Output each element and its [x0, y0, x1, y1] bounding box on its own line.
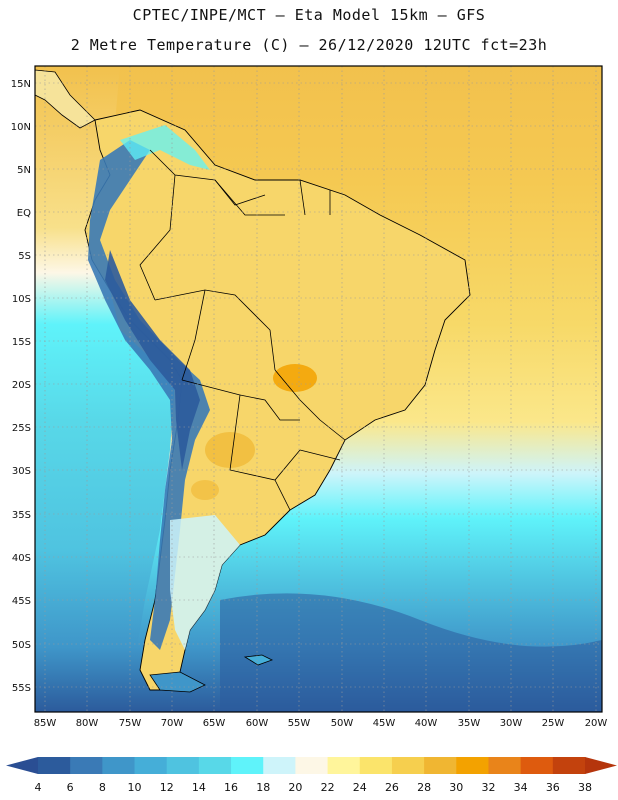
colorbar-swatch: [327, 757, 361, 774]
longitude-axis: 85W 80W 75W 70W 65W 60W 55W 50W 45W 40W …: [34, 718, 608, 729]
colorbar-tick-label: 32: [481, 781, 495, 794]
colorbar-swatch: [231, 757, 264, 774]
lon-label: 50W: [331, 718, 354, 729]
colorbar-swatch: [134, 757, 168, 774]
colorbar-tick-label: 6: [67, 781, 74, 794]
lat-label: 15S: [12, 337, 31, 348]
lon-label: 30W: [500, 718, 523, 729]
colorbar-swatch: [70, 757, 103, 774]
map-title-line1: CPTEC/INPE/MCT – Eta Model 15km – GFS: [132, 6, 486, 24]
colorbar-tick-label: 4: [35, 781, 42, 794]
lat-label: 10S: [12, 294, 31, 305]
map-title-line2: 2 Metre Temperature (C) – 26/12/2020 12U…: [70, 36, 548, 54]
colorbar-over-triangle: [585, 757, 617, 774]
colorbar-swatch: [359, 757, 393, 774]
colorbar-swatch: [456, 757, 489, 774]
lon-label: 25W: [542, 718, 565, 729]
colorbar-swatch: [166, 757, 200, 774]
lon-label: 40W: [415, 718, 438, 729]
lat-label: EQ: [17, 208, 31, 219]
colorbar-swatch: [520, 757, 554, 774]
colorbar-tick-label: 14: [192, 781, 206, 794]
lat-label: 40S: [12, 553, 31, 564]
lon-label: 85W: [34, 718, 57, 729]
colorbar-swatch: [198, 757, 232, 774]
colorbar-tick-label: 22: [321, 781, 335, 794]
andes-core-band: [105, 250, 200, 470]
colorbar-under-triangle: [6, 757, 38, 774]
lat-label: 15N: [11, 79, 31, 90]
lat-label: 25S: [12, 423, 31, 434]
lat-label: 55S: [12, 683, 31, 694]
colorbar-tick-label: 26: [385, 781, 399, 794]
colorbar-swatch: [391, 757, 425, 774]
graticule: [35, 66, 602, 712]
colorbar-swatch: [424, 757, 457, 774]
colorbar-tick-label: 20: [288, 781, 302, 794]
colorbar-swatch: [102, 757, 136, 774]
warm-spot-pampa: [191, 480, 219, 500]
lon-label: 60W: [246, 718, 269, 729]
colorbar-swatch: [552, 757, 586, 774]
lon-label: 55W: [288, 718, 311, 729]
colorbar-tick-label: 34: [514, 781, 528, 794]
colorbar-swatch: [295, 757, 329, 774]
falklands-cold-streak: [220, 593, 602, 712]
lat-label: 20S: [12, 380, 31, 391]
lat-label: 5N: [17, 165, 31, 176]
colorbar-tick-label: 24: [353, 781, 367, 794]
country-borders: [139, 149, 346, 511]
lon-label: 75W: [119, 718, 142, 729]
colorbar-tick-label: 38: [578, 781, 592, 794]
colorbar-tick-label: 36: [546, 781, 560, 794]
lon-label: 20W: [585, 718, 608, 729]
lon-label: 70W: [161, 718, 184, 729]
pacific-field: [35, 66, 175, 712]
lat-label: 45S: [12, 596, 31, 607]
patagonia-cool-area: [170, 515, 240, 650]
andes-cool-fringe: [120, 125, 210, 170]
colorbar-tick-label: 10: [128, 781, 142, 794]
lat-label: 5S: [18, 251, 31, 262]
warm-spot-chaco: [205, 432, 255, 468]
tierra-del-fuego: [149, 671, 206, 693]
lat-label: 50S: [12, 640, 31, 651]
falkland-islands: [243, 654, 274, 666]
colorbar-tick-label: 12: [160, 781, 174, 794]
lon-label: 45W: [373, 718, 396, 729]
lat-label: 35S: [12, 510, 31, 521]
lon-label: 35W: [458, 718, 481, 729]
central-america-landmass: [35, 69, 96, 129]
lon-label: 80W: [76, 718, 99, 729]
lat-label: 30S: [12, 466, 31, 477]
map-frame: [34, 65, 603, 713]
map-area: [35, 66, 602, 712]
warm-spot-pantanal: [273, 364, 317, 392]
temperature-colorbar: 4 6 8 10 12 14 16 18 20 22 24 26 28 30 32 34 36 38: [6, 757, 617, 794]
colorbar-tick-label: 18: [256, 781, 270, 794]
lat-label: 10N: [11, 122, 31, 133]
colorbar-tick-label: 28: [417, 781, 431, 794]
colorbar-swatch: [38, 757, 71, 774]
colorbar-tick-label: 8: [99, 781, 106, 794]
colorbar-tick-label: 16: [224, 781, 238, 794]
colorbar-swatch: [263, 757, 296, 774]
lon-label: 65W: [203, 718, 226, 729]
colorbar-tick-label: 30: [449, 781, 463, 794]
colorbar-swatch: [488, 757, 522, 774]
latitude-axis: 15N 10N 5N EQ 5S 10S 15S 20S 25S 30S 35S…: [11, 79, 31, 694]
